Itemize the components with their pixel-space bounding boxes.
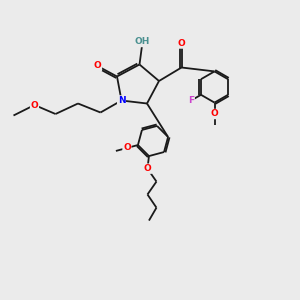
Text: O: O [94,61,101,70]
Text: N: N [118,96,125,105]
Text: F: F [188,96,194,105]
Text: O: O [144,164,151,173]
Text: O: O [211,110,218,118]
Text: O: O [31,100,38,109]
Text: O: O [123,143,131,152]
Text: O: O [178,39,185,48]
Text: OH: OH [135,38,150,46]
